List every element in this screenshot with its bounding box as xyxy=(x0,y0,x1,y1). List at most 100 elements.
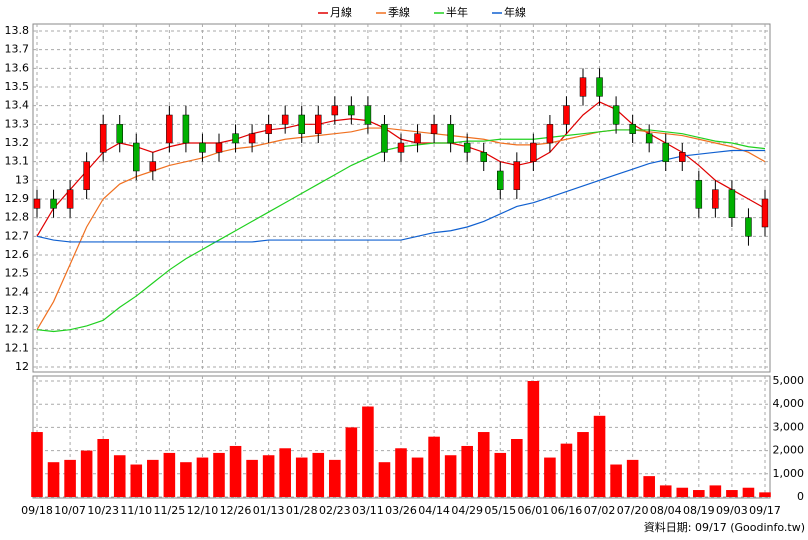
candle-body xyxy=(166,114,173,144)
x-tick-label: 01/13 xyxy=(253,504,285,517)
x-tick-label: 07/02 xyxy=(584,504,616,517)
note: 資料日期: 09/17 (Goodinfo.tw) xyxy=(644,520,805,534)
volume-bar xyxy=(477,432,490,497)
volume-bar xyxy=(676,487,689,497)
candle-body xyxy=(579,77,587,97)
candle-body xyxy=(99,124,107,153)
volume-bar xyxy=(577,432,589,497)
volume-bar xyxy=(362,406,374,497)
candle-body xyxy=(232,133,239,144)
y-tick-label: 12.4 xyxy=(5,285,30,298)
volume-bar xyxy=(80,450,93,497)
volume-bar xyxy=(213,452,225,497)
x-tick-label: 03/11 xyxy=(352,504,384,517)
volume-bar xyxy=(709,485,722,497)
x-tick-label: 11/25 xyxy=(154,504,186,517)
volume-bar xyxy=(643,476,655,497)
candle-body xyxy=(66,189,74,209)
volume-bar xyxy=(329,459,341,497)
y-tick-label: 12.3 xyxy=(5,304,30,317)
legend-label: 月線 xyxy=(330,5,352,19)
x-tick-label: 09/03 xyxy=(716,504,748,517)
ma-line xyxy=(36,127,766,330)
legend-label: 季線 xyxy=(388,5,410,19)
candle-body xyxy=(745,217,752,237)
volume-bar xyxy=(246,459,258,497)
volume-tick-label: 3,000 xyxy=(773,420,805,433)
x-tick-label: 02/23 xyxy=(319,504,351,517)
legend-label: 年線 xyxy=(504,5,526,19)
candle-body xyxy=(116,124,123,144)
candle-body xyxy=(629,124,636,134)
candle-body xyxy=(530,142,537,162)
x-tick-label: 03/26 xyxy=(385,504,417,517)
candle-body xyxy=(695,180,703,209)
candle-body xyxy=(712,189,719,209)
volume-bar xyxy=(130,464,143,497)
x-tick-label: 09/17 xyxy=(749,504,781,517)
y-tick-label: 13 xyxy=(15,173,29,186)
candle-body xyxy=(33,198,41,209)
candle-body xyxy=(215,142,223,153)
volume-bar xyxy=(726,490,738,497)
candle-body xyxy=(497,170,504,190)
x-tick-label: 10/23 xyxy=(87,504,119,517)
volume-bar xyxy=(31,432,43,497)
candle-body xyxy=(83,161,90,190)
candle-body xyxy=(463,142,471,153)
x-tick-label: 08/19 xyxy=(683,504,715,517)
y-tick-label: 13.5 xyxy=(5,80,30,93)
volume-bar xyxy=(147,459,159,497)
volume-bar xyxy=(163,452,176,497)
x-tick-label: 01/28 xyxy=(286,504,318,517)
candle-body xyxy=(397,142,405,153)
volume-bar xyxy=(64,459,76,497)
volume-bar xyxy=(47,462,60,497)
y-tick-label: 12.9 xyxy=(5,192,30,205)
volume-bar xyxy=(262,455,275,497)
volume-bar xyxy=(742,487,755,497)
candle-body xyxy=(149,161,157,172)
volume-tick-label: 4,000 xyxy=(773,397,805,410)
x-tick-label: 04/14 xyxy=(418,504,450,517)
legend-label: 半年 xyxy=(446,5,468,19)
x-tick-label: 12/10 xyxy=(187,504,219,517)
volume-bar xyxy=(626,459,639,497)
candle-body xyxy=(281,114,289,125)
volume-tick-label: 2,000 xyxy=(773,444,805,457)
x-tick-label: 09/18 xyxy=(21,504,53,517)
y-tick-label: 13.3 xyxy=(5,117,30,130)
volume-bar xyxy=(494,452,507,497)
volume-bar xyxy=(113,455,126,497)
volume-bar xyxy=(560,443,573,497)
candle-body xyxy=(298,114,305,134)
ma-line xyxy=(36,149,765,243)
candle-body xyxy=(513,161,521,190)
x-tick-label: 10/07 xyxy=(54,504,86,517)
volume-bar xyxy=(180,462,192,497)
x-tick-label: 12/26 xyxy=(220,504,252,517)
y-tick-label: 13.8 xyxy=(5,24,30,37)
volume-bar xyxy=(229,445,242,497)
candle-body xyxy=(248,133,256,144)
volume-bar xyxy=(511,439,523,497)
candle-body xyxy=(728,189,736,218)
candle-body xyxy=(381,124,388,153)
candle-body xyxy=(645,133,653,144)
volume-bar xyxy=(428,436,440,497)
volume-bar xyxy=(395,448,407,497)
volume-bar xyxy=(759,492,771,497)
x-tick-label: 11/10 xyxy=(120,504,152,517)
x-tick-label: 05/15 xyxy=(484,504,516,517)
x-tick-label: 06/16 xyxy=(551,504,583,517)
candle-body xyxy=(315,114,322,134)
volume-bar xyxy=(97,439,109,497)
candle-body xyxy=(348,105,355,116)
y-tick-label: 12.5 xyxy=(5,267,30,280)
x-tick-label: 04/29 xyxy=(451,504,483,517)
volume-bar xyxy=(196,457,209,497)
candle-body xyxy=(50,198,57,209)
volume-tick-label: 1,000 xyxy=(773,467,805,480)
candle-body xyxy=(265,124,272,134)
